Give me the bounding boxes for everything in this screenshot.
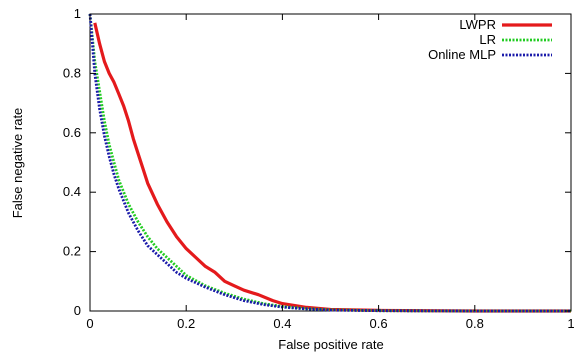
x-tick-label: 0.4: [273, 316, 291, 331]
y-tick-label: 0.4: [63, 184, 81, 199]
tick-layer: 0 0.2 0.4 0.6 0.8 1 0 0.2 0.4 0.6 0.8 1: [63, 6, 575, 331]
series-layer: [88, 13, 571, 313]
x-tick-label: 1: [567, 316, 574, 331]
series-line-online-mlp: [88, 13, 571, 313]
y-tick-label: 1: [74, 6, 81, 21]
legend-label: Online MLP: [428, 47, 496, 62]
plot-border: [89, 13, 572, 312]
x-axis-title: False positive rate: [278, 337, 384, 352]
y-tick-label: 0.8: [63, 65, 81, 80]
legend-label: LWPR: [459, 17, 496, 32]
y-tick-label: 0: [74, 303, 81, 318]
x-tick-label: 0: [86, 316, 93, 331]
y-tick-label: 0.6: [63, 125, 81, 140]
y-tick-label: 0.2: [63, 244, 81, 259]
y-axis-title: False negative rate: [10, 108, 25, 219]
x-tick-label: 0.2: [177, 316, 195, 331]
legend-label: LR: [479, 32, 496, 47]
x-tick-label: 0.6: [370, 316, 388, 331]
x-tick-label: 0.8: [466, 316, 484, 331]
series-line-lwpr: [93, 22, 571, 313]
series-line-lr: [88, 13, 571, 313]
plot-frame: [89, 13, 572, 312]
